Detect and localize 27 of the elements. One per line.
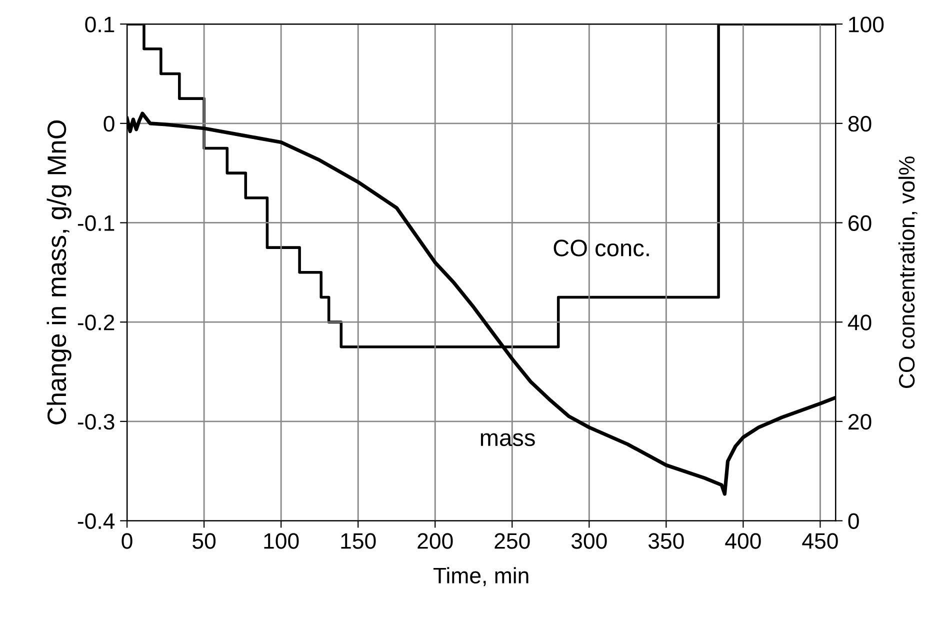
y2-axis-title: CO concentration, vol% [898, 156, 918, 388]
y-tick-label: -0.1 [78, 215, 114, 232]
series-label: mass [480, 433, 535, 446]
y2-tick-label: 60 [848, 215, 872, 232]
y2-tick-label: 0 [848, 513, 859, 530]
y-tick-label: 0.1 [85, 16, 114, 32]
y2-tick-label: 40 [848, 314, 872, 330]
x-tick-label: 50 [192, 533, 216, 549]
y2-tick-label: 100 [849, 16, 884, 32]
x-tick-label: 0 [122, 533, 132, 549]
y2-tick-label: 20 [848, 414, 872, 430]
y-axis-title: Change in mass, g/g MnO [46, 120, 72, 424]
x-axis-title: Time, min [433, 567, 528, 586]
y-tick-label: -0.2 [78, 314, 114, 330]
x-tick-label: 100 [264, 533, 299, 549]
x-tick-label: 350 [648, 533, 684, 549]
x-tick-label: 250 [494, 533, 530, 549]
y-tick-label: -0.3 [78, 414, 114, 430]
series-label: CO conc. [554, 240, 649, 256]
x-tick-label: 450 [802, 533, 838, 549]
x-tick-label: 200 [418, 533, 453, 549]
x-tick-label: 400 [725, 533, 761, 549]
y2-tick-label: 80 [848, 116, 872, 132]
x-tick-label: 150 [341, 533, 376, 549]
y-tick-label: -0.4 [78, 513, 115, 530]
x-tick-label: 300 [571, 533, 607, 549]
y-tick-label: 0 [104, 116, 114, 132]
